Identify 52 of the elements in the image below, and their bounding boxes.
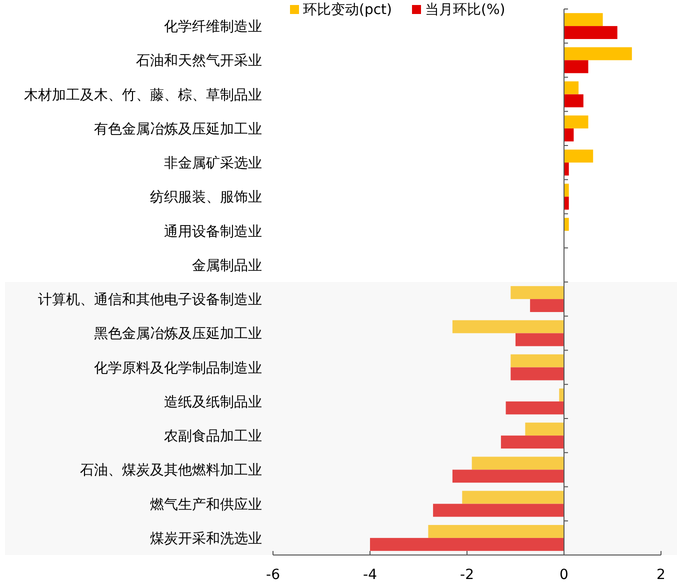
y-tick-label: 有色金属冶炼及压延加工业 bbox=[94, 121, 262, 138]
bar bbox=[428, 524, 564, 538]
bar bbox=[500, 436, 564, 449]
bar bbox=[564, 128, 574, 142]
y-tick-label: 化学纤维制造业 bbox=[164, 19, 262, 36]
y-tick-label: 造纸及纸制品业 bbox=[164, 394, 262, 410]
x-tick-label: -2 bbox=[460, 567, 474, 583]
bar bbox=[564, 115, 588, 128]
bar bbox=[452, 470, 564, 483]
y-tick-label: 通用设备制造业 bbox=[164, 224, 262, 240]
y-tick-label: 金属制品业 bbox=[192, 258, 262, 274]
bar bbox=[462, 490, 564, 504]
bar bbox=[370, 538, 564, 551]
y-tick-label: 化学原料及化学制品制造业 bbox=[94, 360, 262, 376]
bar bbox=[564, 218, 569, 231]
x-tick-label: -6 bbox=[266, 567, 280, 583]
y-tick-label: 燃气生产和供应业 bbox=[150, 496, 262, 513]
bar bbox=[564, 162, 569, 176]
bar bbox=[564, 150, 594, 163]
bar bbox=[564, 196, 569, 210]
bar bbox=[516, 333, 564, 346]
x-tick-label: 2 bbox=[656, 567, 666, 583]
legend-label: 当月环比(%) bbox=[425, 2, 506, 18]
x-tick-label: -4 bbox=[363, 567, 378, 583]
bar bbox=[564, 13, 603, 26]
legend-label: 环比变动(pct) bbox=[303, 2, 392, 18]
bar bbox=[510, 286, 564, 300]
bar bbox=[564, 47, 632, 60]
bar bbox=[452, 320, 564, 334]
y-tick-label: 石油和天然气开采业 bbox=[136, 53, 262, 70]
bar bbox=[564, 94, 584, 108]
bar bbox=[559, 388, 564, 402]
y-tick-label: 黑色金属冶炼及压延加工业 bbox=[94, 326, 262, 342]
y-tick-label: 纺织服装、服饰业 bbox=[150, 190, 262, 206]
y-tick-label: 石油、煤炭及其他燃料加工业 bbox=[80, 462, 262, 479]
bar bbox=[564, 60, 588, 74]
y-tick-label: 木材加工及木、竹、藤、棕、草制品业 bbox=[24, 87, 262, 104]
bar bbox=[510, 367, 564, 380]
bar bbox=[506, 401, 564, 414]
y-tick-label: 计算机、通信和其他电子设备制造业 bbox=[38, 292, 262, 308]
y-tick-label: 非金属矿采选业 bbox=[164, 156, 262, 172]
bar bbox=[433, 504, 564, 517]
bar bbox=[510, 354, 564, 368]
bar bbox=[564, 26, 618, 40]
bar bbox=[472, 456, 564, 470]
bar bbox=[564, 184, 569, 197]
y-tick-label: 煤炭开采和洗选业 bbox=[150, 530, 262, 547]
x-tick-label: 0 bbox=[560, 567, 568, 583]
y-tick-label: 农副食品加工业 bbox=[164, 428, 262, 445]
bar bbox=[564, 81, 579, 94]
bar bbox=[530, 299, 564, 312]
bar bbox=[525, 422, 564, 436]
